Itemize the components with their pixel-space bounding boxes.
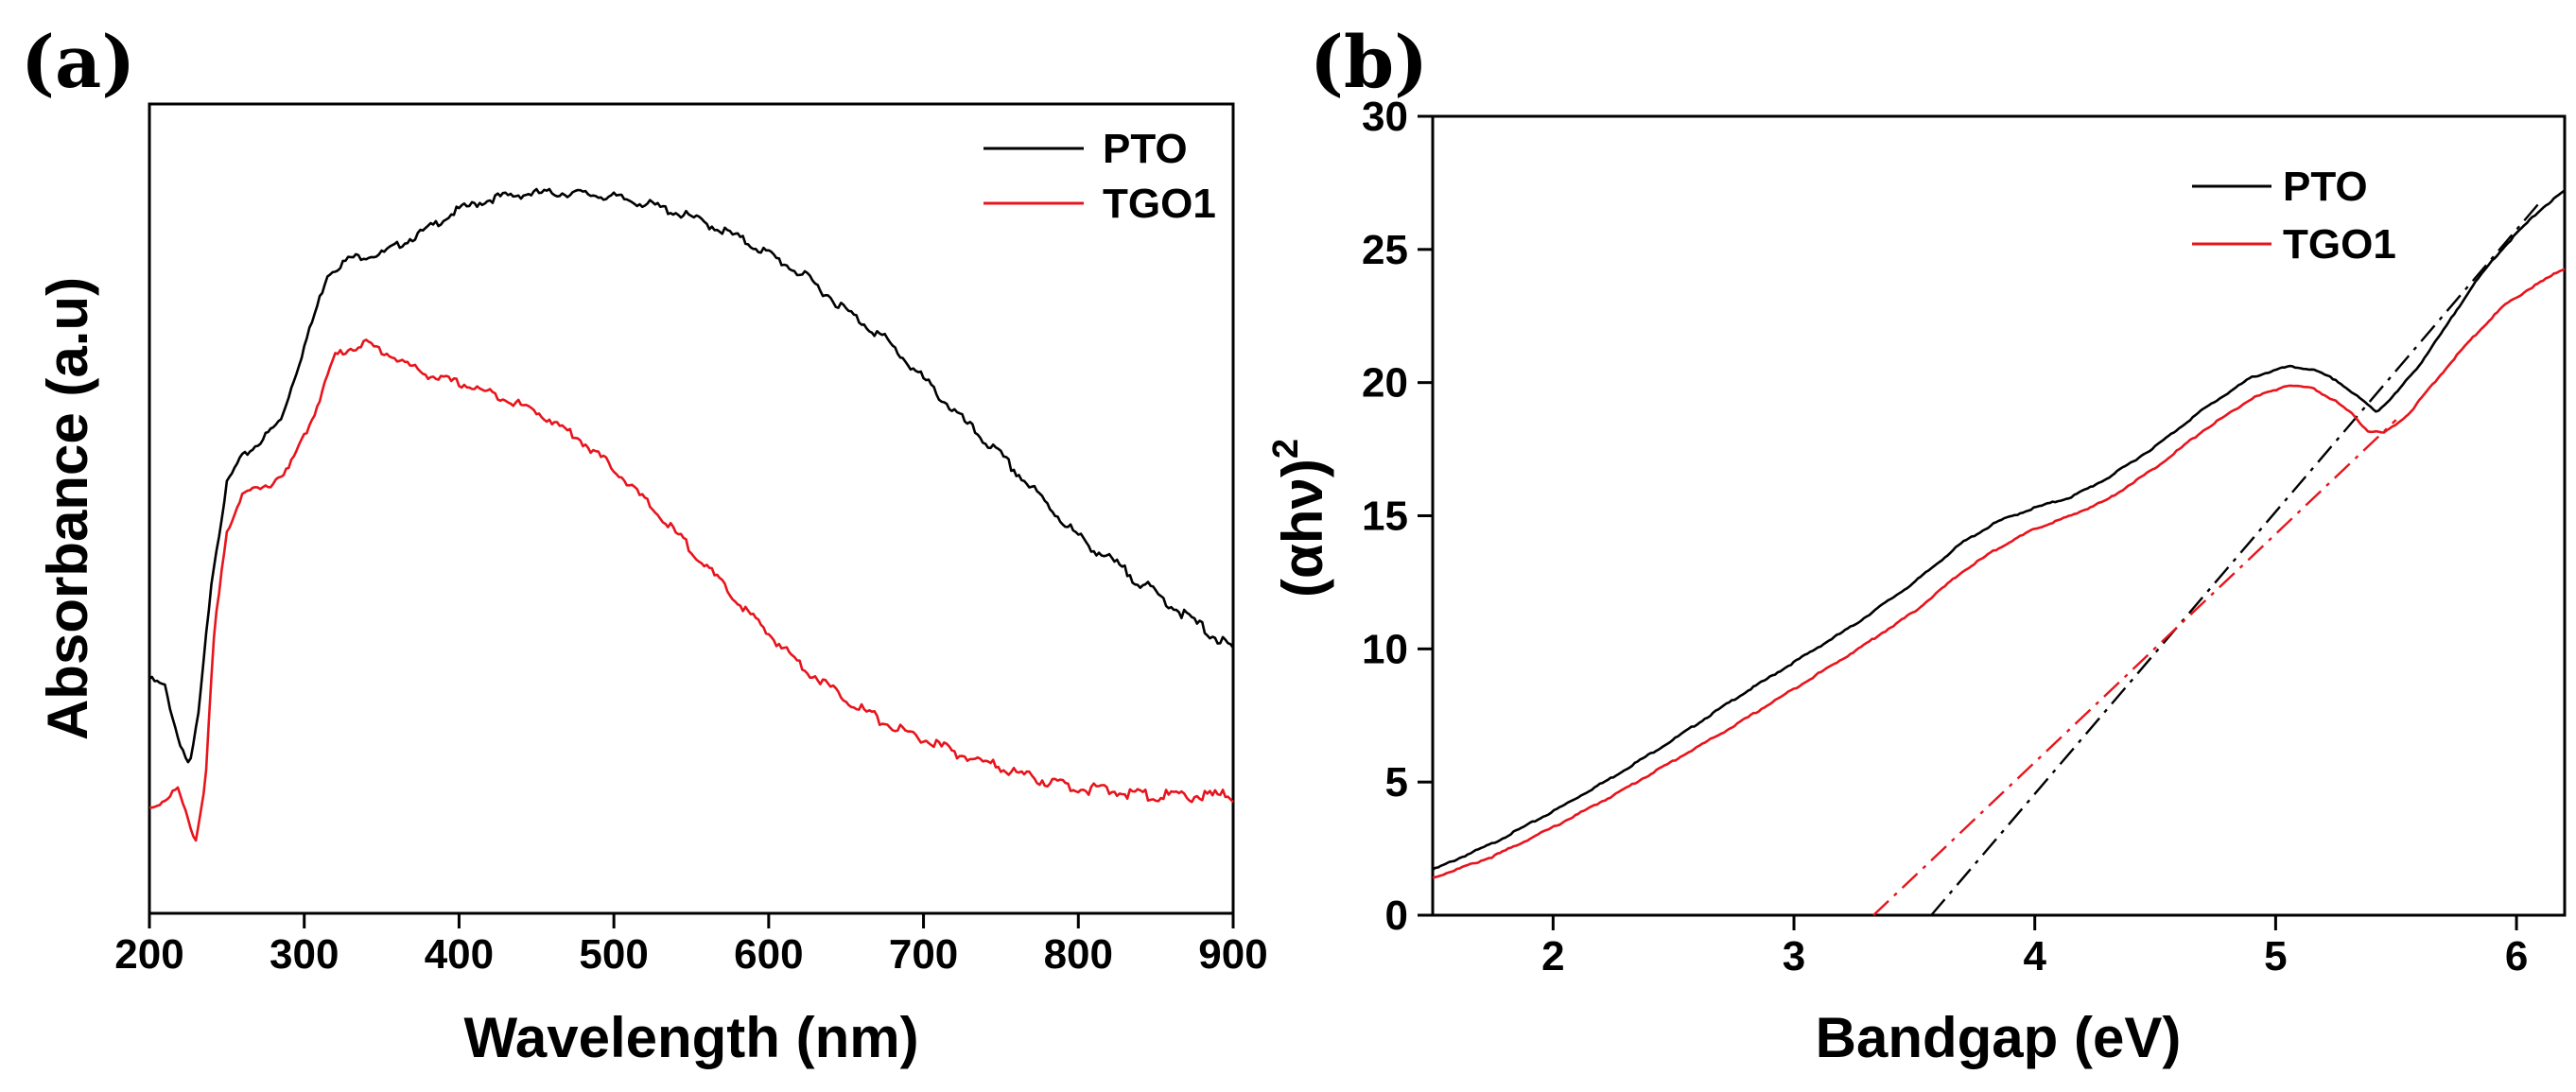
panel-a-label: (a) [21, 20, 135, 104]
panel-b-chart: (b) 2 3 4 5 6 0 5 10 15 20 25 30 PTO TGO1 Bandgap (… [1266, 20, 2567, 1069]
panel-a-x-tick-label: 300 [270, 931, 339, 978]
legend-tgo1-label: TGO1 [1103, 181, 1216, 227]
panel-a-legend: PTO TGO1 [983, 126, 1216, 227]
panel-b-x-tick-label: 6 [2505, 933, 2528, 979]
panel-b-series-pto [1432, 189, 2566, 872]
panel-b-series-layer [1432, 189, 2566, 916]
panel-b-x-tick-label: 4 [2023, 933, 2046, 979]
panel-b-y-tick-label: 10 [1362, 626, 1408, 672]
panel-a-series-layer [148, 187, 1235, 842]
panel-a-x-tick-label: 700 [889, 931, 958, 978]
panel-b-y-tick-label: 20 [1362, 360, 1408, 407]
panel-a-x-tick-label: 500 [579, 931, 648, 978]
panel-a-x-ticks: 200 300 400 500 600 700 800 900 [114, 913, 1268, 978]
panel-b-x-tick-label: 5 [2264, 933, 2287, 979]
panel-a-y-axis-title: Absorbance (a.u) [36, 277, 99, 740]
panel-b-y-tick-label: 15 [1362, 494, 1408, 540]
panel-b-series-tgo1 [1432, 268, 2566, 879]
panel-b-x-tick-label: 3 [1783, 933, 1805, 979]
panel-b-y-axis-title: (αhν)2 [1266, 439, 1334, 598]
panel-b-y-tick-label: 25 [1362, 227, 1408, 273]
panel-b-x-tick-label: 2 [1541, 933, 1564, 979]
panel-b-fit-line-pto [1930, 200, 2542, 916]
panel-a-chart: (a) 200 300 400 500 600 700 800 900 PTO TGO1 Wa… [21, 20, 1268, 1069]
legend-tgo1-label: TGO1 [2283, 221, 2396, 268]
panel-a-plot-frame [148, 102, 1235, 915]
panel-b-y-axis-title-main: (αhν) [1271, 459, 1334, 598]
panel-a-x-tick-label: 800 [1044, 931, 1113, 978]
panel-b-y-tick-label: 30 [1362, 94, 1408, 140]
panel-a-series-tgo1 [148, 338, 1234, 842]
panel-b-fit-line-tgo1 [1872, 419, 2397, 916]
panel-b-legend: PTO TGO1 [2192, 164, 2396, 268]
panel-b-y-tick-label: 0 [1385, 893, 1408, 939]
panel-a-x-tick-label: 200 [114, 931, 183, 978]
legend-pto-label: PTO [1103, 126, 1188, 172]
panel-b-ticks: 2 3 4 5 6 0 5 10 15 20 25 30 [1362, 94, 2528, 979]
panel-a-series-pto [148, 187, 1235, 764]
panel-a-x-axis-title: Wavelength (nm) [463, 1006, 918, 1069]
panel-b-y-tick-label: 5 [1385, 759, 1408, 806]
panel-b-x-axis-title: Bandgap (eV) [1816, 1006, 2182, 1069]
panel-a-x-tick-label: 600 [734, 931, 803, 978]
legend-pto-label: PTO [2283, 164, 2368, 210]
panel-a-x-tick-label: 900 [1198, 931, 1267, 978]
panel-a-x-tick-label: 400 [425, 931, 494, 978]
panel-b-label: (b) [1310, 20, 1428, 104]
panel-b-y-axis-title-superscript: 2 [1266, 439, 1306, 459]
